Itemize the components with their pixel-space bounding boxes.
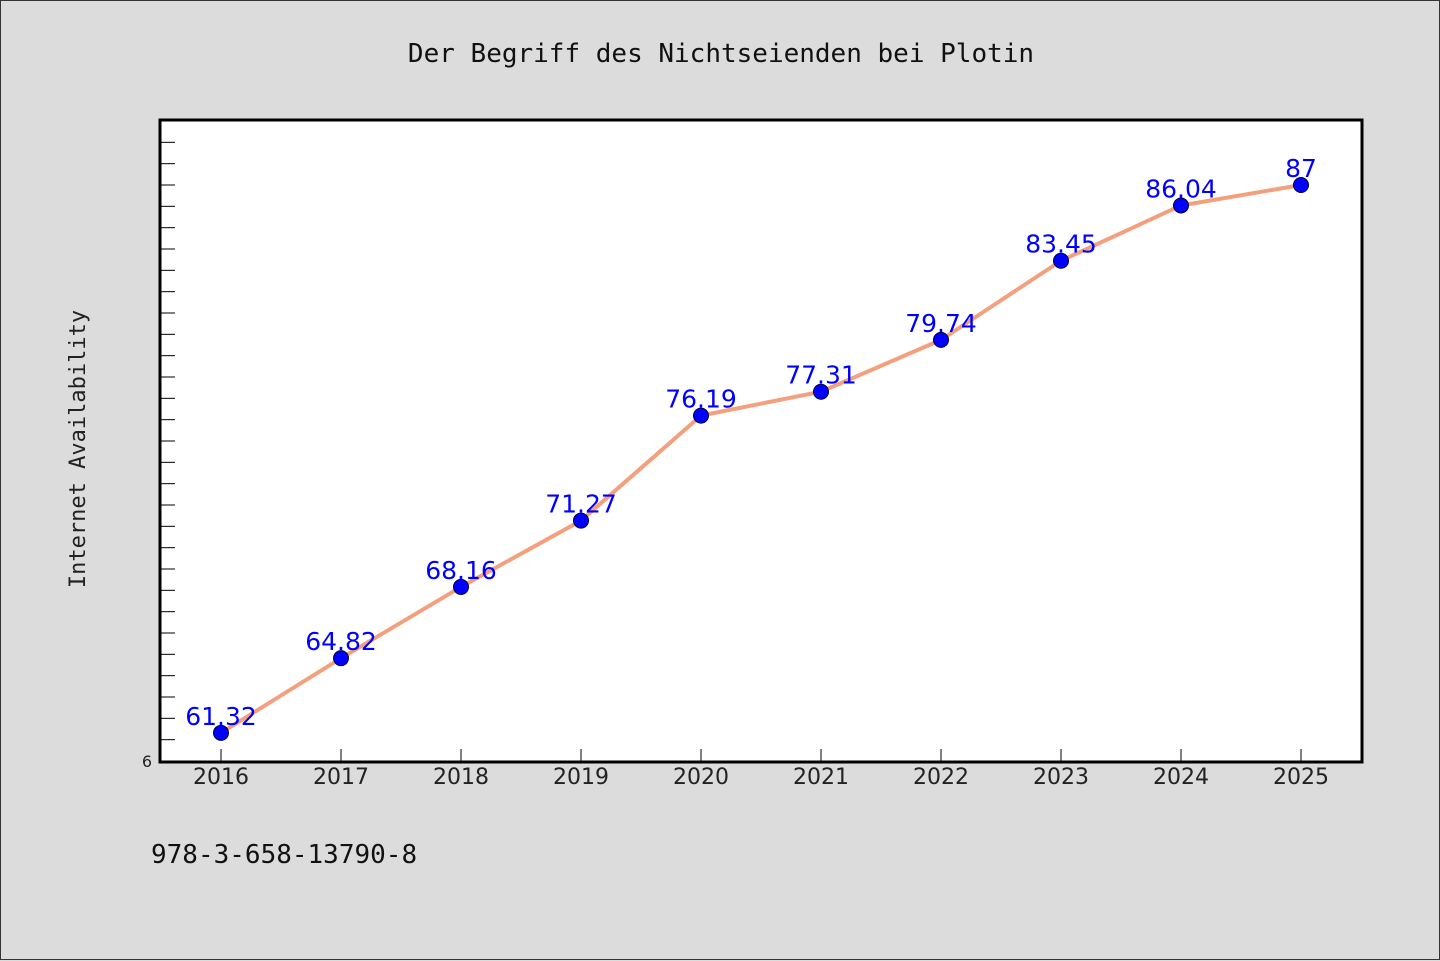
data-point-marker <box>333 650 349 667</box>
x-tick-label: 2025 <box>1273 765 1329 790</box>
data-label: 68.16 <box>425 556 497 585</box>
data-point-marker <box>213 724 229 741</box>
x-tick-label: 2023 <box>1033 765 1089 790</box>
data-point-marker <box>573 512 589 529</box>
series-line <box>219 183 1302 735</box>
data-label: 77.31 <box>785 361 857 390</box>
x-axis-tick-labels: 2016 2017 2018 2019 2020 2021 2022 2023 2024 2025 <box>193 765 1329 790</box>
data-point-marker <box>1053 252 1069 269</box>
data-point-marker <box>1173 197 1189 214</box>
x-tick-label: 2024 <box>1153 765 1209 790</box>
y-tick-label: 6 <box>142 752 152 771</box>
data-label: 61.32 <box>185 702 257 731</box>
data-point-marker <box>453 578 469 595</box>
plot-area <box>158 118 1364 764</box>
chart-title: Der Begriff des Nichtseienden bei Plotin <box>408 39 1034 69</box>
data-label: 76.19 <box>665 385 737 414</box>
x-axis-ticks <box>220 749 1302 761</box>
y-axis-ticks <box>161 120 175 762</box>
x-tick-label: 2021 <box>793 765 849 790</box>
x-tick-label: 2020 <box>673 765 729 790</box>
data-label: 64.82 <box>305 627 377 656</box>
data-label: 83.45 <box>1025 230 1097 259</box>
x-tick-label: 2016 <box>193 765 249 790</box>
data-label: 87 <box>1285 154 1317 183</box>
x-tick-label: 2017 <box>313 765 369 790</box>
data-label: 86.04 <box>1145 174 1217 203</box>
data-point-marker <box>693 407 709 424</box>
isbn-text: 978-3-658-13790-8 <box>151 840 417 870</box>
data-labels: 61.32 64.82 68.16 71.27 76.19 77.31 79.74 83.45… <box>185 154 1317 731</box>
x-tick-label: 2019 <box>553 765 609 790</box>
data-point-marker <box>933 331 949 348</box>
x-tick-label: 2022 <box>913 765 969 790</box>
data-markers <box>213 177 1309 741</box>
data-point-marker <box>813 383 829 400</box>
data-point-marker <box>1293 177 1309 193</box>
x-tick-label: 2018 <box>433 765 489 790</box>
y-axis-label: Internet Availability <box>66 310 91 588</box>
data-label: 79.74 <box>905 309 977 338</box>
data-label: 71.27 <box>545 490 617 519</box>
